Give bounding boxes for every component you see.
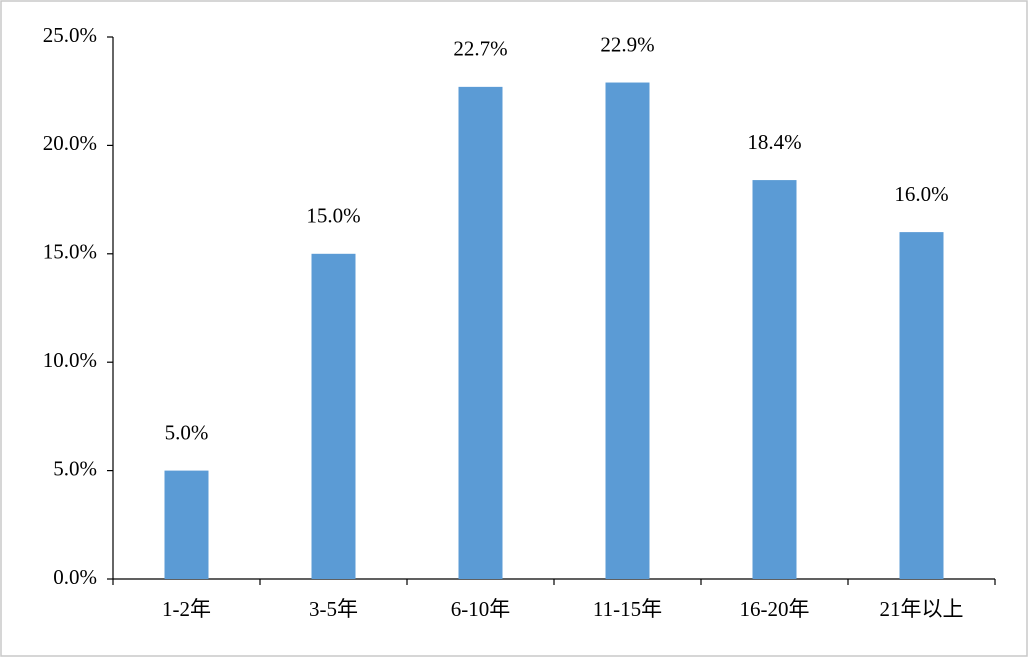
y-tick-label: 10.0% (43, 348, 97, 372)
bar (164, 470, 209, 579)
y-tick-label: 15.0% (43, 240, 97, 264)
x-tick-label: 16-20年 (740, 597, 810, 621)
bar (458, 86, 503, 579)
x-tick-label: 6-10年 (451, 597, 511, 621)
bar (899, 232, 944, 579)
value-label: 5.0% (165, 420, 209, 444)
value-label: 18.4% (747, 130, 801, 154)
x-tick-label: 11-15年 (593, 597, 662, 621)
y-tick-label: 20.0% (43, 131, 97, 155)
value-label: 15.0% (306, 204, 360, 228)
bar (311, 253, 356, 580)
bar (605, 82, 650, 579)
y-tick-label: 0.0% (53, 565, 97, 589)
value-label: 16.0% (894, 182, 948, 206)
y-tick-label: 5.0% (53, 456, 97, 480)
value-label: 22.9% (600, 32, 654, 56)
value-label: 22.7% (453, 37, 507, 61)
y-tick-label: 25.0% (43, 23, 97, 47)
x-tick-label: 21年以上 (880, 597, 964, 621)
bar (752, 180, 797, 579)
x-tick-label: 3-5年 (309, 597, 358, 621)
x-tick-label: 1-2年 (162, 597, 211, 621)
